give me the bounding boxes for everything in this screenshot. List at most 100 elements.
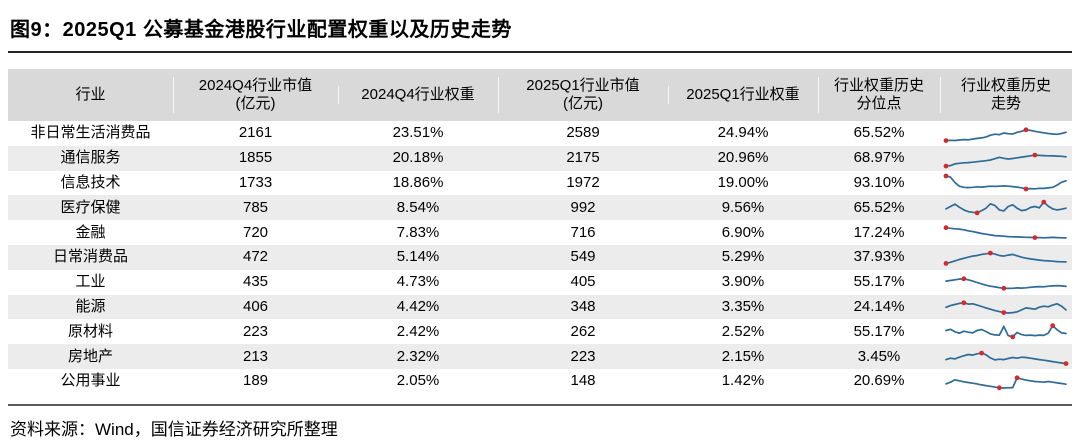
extreme-point-dot — [1023, 127, 1029, 133]
column-header: 行业 — [75, 86, 106, 103]
industry-name: 公用事业 — [60, 372, 121, 390]
industry-weight-table: 行业 2024Q4行业市值 (亿元) 2024Q4行业权重 2025Q1行业市值 (亿… — [8, 69, 1072, 394]
value-cell: 3.90% — [721, 273, 765, 291]
value-cell: 2.42% — [396, 322, 440, 340]
value-cell: 785 — [242, 198, 269, 216]
extreme-point-dot — [961, 276, 967, 281]
industry-name: 能源 — [75, 297, 106, 315]
trend-sparkline — [945, 323, 1067, 340]
table-row: 房地产 213 2.32% 223 2.15% 3.45% — [8, 344, 1072, 369]
extreme-point-dot — [1041, 199, 1047, 205]
value-cell: 19.00% — [717, 173, 769, 191]
sparkline-cell — [940, 245, 1072, 270]
extreme-point-dot — [1023, 187, 1029, 192]
sparkline-cell — [940, 171, 1072, 196]
industry-name: 信息技术 — [60, 173, 121, 191]
sparkline-cell — [940, 369, 1072, 394]
table-row: 通信服务 1855 20.18% 2175 20.96% 68.97% — [8, 145, 1072, 171]
extreme-point-dot — [1001, 310, 1007, 316]
table-row: 非日常生活消费品 2161 23.51% 2589 24.94% 65.52% — [8, 121, 1072, 146]
table-row: 公用事业 189 2.05% 148 1.42% 20.69% — [8, 369, 1072, 394]
value-cell: 435 — [242, 273, 269, 291]
value-cell: 9.56% — [721, 198, 765, 216]
industry-name: 非日常生活消费品 — [30, 124, 151, 142]
trend-sparkline — [943, 127, 1067, 143]
extreme-point-dot — [1014, 375, 1020, 381]
value-cell: 2.05% — [396, 372, 440, 390]
value-cell: 65.52% — [853, 124, 905, 142]
trend-sparkline — [943, 174, 1067, 192]
table-row: 能源 406 4.42% 348 3.35% 24.14% — [8, 294, 1072, 320]
value-cell: 262 — [570, 322, 596, 340]
extreme-point-dot — [943, 260, 949, 266]
value-cell: 4.73% — [396, 273, 440, 291]
trend-sparkline — [945, 199, 1067, 216]
value-cell: 148 — [570, 372, 596, 390]
trend-sparkline — [943, 225, 1067, 241]
extreme-point-dot — [1032, 235, 1038, 241]
table-row: 日常消费品 472 5.14% 549 5.29% 37.93% — [8, 244, 1072, 270]
value-cell: 65.52% — [853, 198, 905, 216]
value-cell: 1972 — [566, 173, 600, 191]
extreme-point-dot — [1001, 285, 1007, 291]
value-cell: 716 — [570, 223, 596, 241]
trend-sparkline — [945, 300, 1067, 316]
value-cell: 24.94% — [717, 124, 769, 142]
sparkline-cell — [940, 220, 1072, 245]
extreme-point-dot — [979, 350, 984, 356]
value-cell: 20.69% — [853, 372, 905, 390]
table-row: 金融 720 7.83% 716 6.90% 17.24% — [8, 220, 1072, 245]
value-cell: 3.45% — [857, 347, 901, 365]
value-cell: 348 — [570, 297, 596, 315]
industry-name: 通信服务 — [60, 149, 121, 167]
extreme-point-dot — [1050, 323, 1056, 329]
value-cell: 23.51% — [392, 124, 444, 142]
value-cell: 55.17% — [853, 322, 905, 340]
table-row: 信息技术 1733 18.86% 1972 19.00% 93.10% — [8, 171, 1072, 196]
trend-sparkline — [945, 375, 1067, 391]
value-cell: 8.54% — [396, 198, 440, 216]
value-cell: 472 — [242, 248, 269, 266]
value-cell: 18.86% — [392, 173, 444, 191]
value-cell: 2161 — [238, 124, 273, 142]
table-header-row: 行业 2024Q4行业市值 (亿元) 2024Q4行业权重 2025Q1行业市值 (亿… — [8, 69, 1072, 121]
value-cell: 5.29% — [721, 248, 765, 266]
industry-name: 医疗保健 — [60, 198, 121, 216]
sparkline-cell — [940, 295, 1072, 320]
value-cell: 992 — [570, 198, 596, 216]
value-cell: 2.52% — [721, 322, 765, 340]
value-cell: 2589 — [566, 124, 600, 142]
extreme-point-dot — [1032, 152, 1038, 158]
value-cell: 68.97% — [853, 149, 905, 167]
extreme-point-dot — [996, 385, 1002, 391]
extreme-point-dot — [1010, 334, 1016, 340]
extreme-point-dot — [943, 225, 949, 231]
source-note: 资料来源：Wind，国信证券经济研究所整理 — [8, 403, 1072, 440]
value-cell: 1855 — [238, 149, 273, 167]
sparkline-cell — [940, 270, 1072, 295]
value-cell: 3.35% — [721, 297, 765, 315]
industry-name: 工业 — [75, 273, 106, 291]
value-cell: 223 — [570, 347, 596, 365]
table-row: 医疗保健 785 8.54% 992 9.56% 65.52% — [8, 195, 1072, 221]
trend-sparkline — [943, 152, 1067, 169]
value-cell: 20.96% — [717, 149, 769, 167]
value-cell: 20.18% — [392, 149, 444, 167]
extreme-point-dot — [943, 174, 949, 179]
value-cell: 6.90% — [721, 223, 765, 241]
value-cell: 405 — [570, 273, 596, 291]
value-cell: 24.14% — [853, 297, 905, 315]
extreme-point-dot — [974, 210, 980, 216]
extreme-point-dot — [943, 163, 949, 169]
column-header: 2024Q4行业权重 — [338, 86, 498, 104]
extreme-point-dot — [1063, 361, 1069, 367]
table-row: 工业 435 4.73% 405 3.90% 55.17% — [8, 270, 1072, 295]
sparkline-cell — [940, 344, 1072, 369]
value-cell: 55.17% — [853, 273, 905, 291]
extreme-point-dot — [988, 250, 993, 256]
value-cell: 189 — [242, 372, 269, 390]
column-header: 2024Q4行业市值 (亿元) — [173, 77, 338, 113]
trend-sparkline — [945, 350, 1069, 367]
value-cell: 4.42% — [396, 297, 440, 315]
